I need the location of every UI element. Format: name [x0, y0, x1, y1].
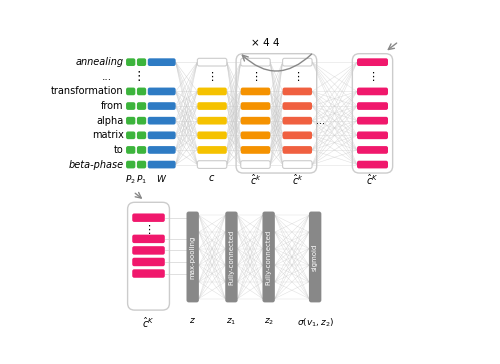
Text: sigmoid: sigmoid — [312, 243, 318, 271]
FancyBboxPatch shape — [241, 161, 270, 169]
FancyBboxPatch shape — [198, 131, 227, 139]
FancyBboxPatch shape — [241, 131, 270, 139]
FancyBboxPatch shape — [282, 131, 312, 139]
FancyBboxPatch shape — [137, 146, 146, 154]
Text: max-pooling: max-pooling — [190, 235, 196, 279]
Text: alpha: alpha — [96, 116, 124, 126]
FancyBboxPatch shape — [132, 258, 165, 266]
Text: $\hat{c}^K$: $\hat{c}^K$ — [366, 173, 378, 187]
Text: ⋮: ⋮ — [367, 72, 378, 82]
FancyBboxPatch shape — [137, 161, 146, 169]
FancyBboxPatch shape — [357, 131, 388, 139]
FancyBboxPatch shape — [225, 211, 237, 302]
FancyBboxPatch shape — [357, 102, 388, 110]
Text: $z_1$: $z_1$ — [226, 316, 236, 327]
Text: ...: ... — [102, 72, 112, 82]
FancyBboxPatch shape — [357, 58, 388, 66]
FancyBboxPatch shape — [132, 269, 165, 278]
FancyBboxPatch shape — [137, 58, 146, 66]
FancyBboxPatch shape — [282, 88, 312, 95]
Text: $\hat{c}^k$: $\hat{c}^k$ — [292, 173, 303, 187]
FancyBboxPatch shape — [137, 117, 146, 124]
FancyBboxPatch shape — [241, 102, 270, 110]
FancyBboxPatch shape — [148, 131, 176, 139]
FancyBboxPatch shape — [198, 146, 227, 154]
FancyBboxPatch shape — [241, 146, 270, 154]
FancyBboxPatch shape — [198, 58, 227, 66]
Text: $z$: $z$ — [189, 316, 196, 325]
FancyBboxPatch shape — [148, 161, 176, 169]
FancyBboxPatch shape — [126, 58, 136, 66]
FancyBboxPatch shape — [282, 117, 312, 124]
Text: $\hat{c}^k$: $\hat{c}^k$ — [250, 173, 262, 187]
FancyBboxPatch shape — [126, 117, 136, 124]
FancyBboxPatch shape — [198, 102, 227, 110]
FancyBboxPatch shape — [198, 88, 227, 95]
Text: to: to — [114, 145, 124, 155]
Text: ⋮: ⋮ — [250, 72, 261, 82]
Text: from: from — [101, 101, 124, 111]
FancyBboxPatch shape — [132, 213, 165, 222]
FancyBboxPatch shape — [282, 102, 312, 110]
FancyBboxPatch shape — [148, 102, 176, 110]
FancyBboxPatch shape — [148, 146, 176, 154]
Text: $P_1$: $P_1$ — [136, 173, 147, 186]
Text: annealing: annealing — [76, 57, 124, 67]
FancyBboxPatch shape — [198, 161, 227, 169]
Text: $\hat{c}^K$: $\hat{c}^K$ — [142, 316, 154, 331]
Text: matrix: matrix — [92, 130, 124, 140]
FancyBboxPatch shape — [241, 88, 270, 95]
FancyBboxPatch shape — [241, 117, 270, 124]
Text: $P_2$: $P_2$ — [126, 173, 136, 186]
FancyBboxPatch shape — [282, 161, 312, 169]
FancyBboxPatch shape — [282, 58, 312, 66]
FancyBboxPatch shape — [262, 211, 275, 302]
FancyBboxPatch shape — [186, 211, 199, 302]
Text: $\sigma(v_1,z_2)$: $\sigma(v_1,z_2)$ — [296, 316, 334, 329]
Text: ...: ... — [316, 116, 325, 126]
FancyBboxPatch shape — [126, 102, 136, 110]
FancyBboxPatch shape — [132, 235, 165, 243]
FancyBboxPatch shape — [148, 88, 176, 95]
Text: ⋮: ⋮ — [132, 70, 144, 83]
FancyBboxPatch shape — [137, 88, 146, 95]
FancyBboxPatch shape — [126, 131, 136, 139]
FancyBboxPatch shape — [148, 117, 176, 124]
FancyBboxPatch shape — [137, 102, 146, 110]
FancyBboxPatch shape — [126, 88, 136, 95]
FancyBboxPatch shape — [137, 131, 146, 139]
Text: $c$: $c$ — [208, 173, 216, 183]
FancyBboxPatch shape — [198, 117, 227, 124]
FancyBboxPatch shape — [132, 246, 165, 255]
FancyBboxPatch shape — [357, 161, 388, 169]
FancyBboxPatch shape — [357, 88, 388, 95]
Text: ⋮: ⋮ — [292, 72, 303, 82]
Text: beta-phase: beta-phase — [68, 159, 124, 170]
Text: ⋮: ⋮ — [206, 72, 218, 82]
Text: ⋮: ⋮ — [143, 225, 154, 236]
Text: Fully-connected: Fully-connected — [228, 229, 234, 285]
FancyBboxPatch shape — [148, 58, 176, 66]
Text: $z_2$: $z_2$ — [264, 316, 274, 327]
Text: Fully-connected: Fully-connected — [266, 229, 272, 285]
FancyBboxPatch shape — [126, 146, 136, 154]
FancyBboxPatch shape — [126, 161, 136, 169]
FancyBboxPatch shape — [357, 146, 388, 154]
FancyBboxPatch shape — [241, 58, 270, 66]
FancyBboxPatch shape — [282, 146, 312, 154]
FancyBboxPatch shape — [357, 117, 388, 124]
Text: × 4 4: × 4 4 — [250, 38, 279, 48]
FancyBboxPatch shape — [309, 211, 322, 302]
Text: transformation: transformation — [51, 86, 124, 96]
Text: $W$: $W$ — [156, 173, 168, 184]
